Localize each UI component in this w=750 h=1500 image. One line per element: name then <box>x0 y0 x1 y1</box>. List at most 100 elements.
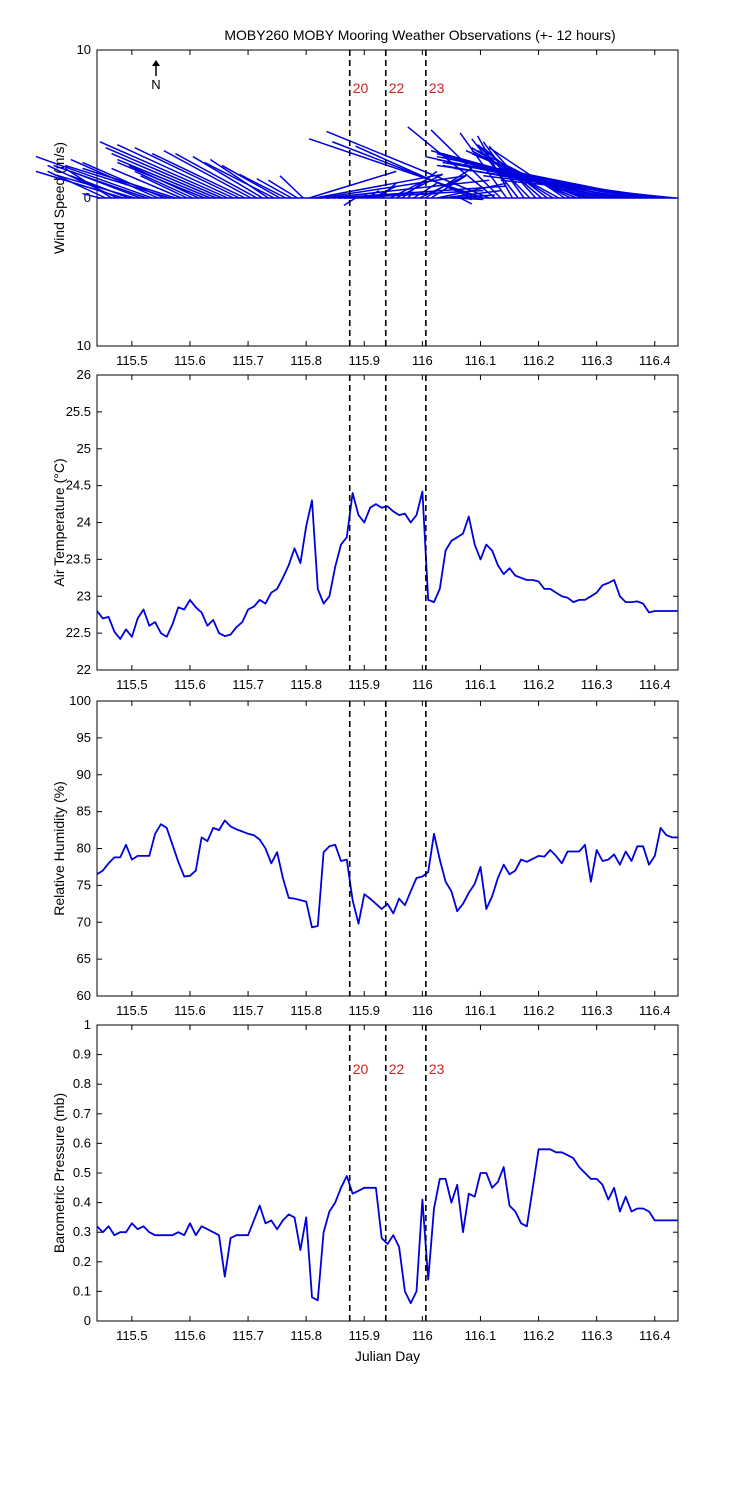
wind-stick <box>332 141 478 199</box>
wind-stick <box>117 144 234 199</box>
figure-title: MOBY260 MOBY Mooring Weather Observation… <box>224 27 615 43</box>
x-tick-label: 115.5 <box>116 677 148 692</box>
x-tick-label: 116.3 <box>581 1328 613 1343</box>
y-tick-label: 80 <box>77 841 91 856</box>
panels: 115.5 115.6 115.7 115.8 115.9 116 116.1 116.2 11… <box>35 42 679 1364</box>
wind-stick <box>140 175 188 199</box>
wind-stick <box>360 192 368 199</box>
wind-stick <box>111 167 182 199</box>
x-tick-label: 116.2 <box>523 1328 555 1343</box>
marker-label-20: 20 <box>353 1061 369 1077</box>
wind-stick <box>175 152 258 199</box>
wind-stick <box>332 185 507 199</box>
wind-stick <box>308 170 397 199</box>
wind-stick <box>105 146 223 199</box>
series-line <box>96 819 678 929</box>
x-tick-label: 116.4 <box>639 1003 671 1018</box>
y-tick-label: 24 <box>77 515 91 530</box>
x-tick-label: 115.8 <box>290 353 322 368</box>
y-axis-label: Air Temperature (°C) <box>51 458 67 586</box>
y-tick-label: 22 <box>77 662 91 677</box>
y-tick-label: 10 <box>77 42 91 57</box>
y-tick-label: 0.2 <box>73 1254 91 1269</box>
y-tick-label: 85 <box>77 804 91 819</box>
y-tick-label: 24.5 <box>66 478 91 493</box>
series-line <box>96 490 678 640</box>
x-tick-label: 116 <box>412 353 433 368</box>
wind-stick <box>53 173 135 199</box>
y-tick-label: 0 <box>84 190 91 205</box>
wind-stick <box>221 164 281 199</box>
marker-label-22: 22 <box>389 1061 405 1077</box>
wind-stick <box>355 145 473 199</box>
x-tick-label: 116.1 <box>465 1328 497 1343</box>
y-tick-label: 0.4 <box>73 1195 91 1210</box>
x-tick-label: 116.1 <box>465 353 497 368</box>
axes-frame <box>96 1024 679 1322</box>
axes-frame <box>96 700 679 997</box>
x-tick-label: 115.8 <box>290 1328 322 1343</box>
x-tick-label: 115.9 <box>348 1003 380 1018</box>
x-tick-label: 115.8 <box>290 677 322 692</box>
wind-stick <box>35 170 124 199</box>
y-tick-label: 0.3 <box>73 1224 91 1239</box>
x-tick-label: 116.2 <box>523 1003 555 1018</box>
wind-stick <box>64 164 170 199</box>
x-tick-label: 116.2 <box>523 353 555 368</box>
y-tick-label: 26 <box>77 367 91 382</box>
x-tick-label: 115.8 <box>290 1003 322 1018</box>
x-tick-label: 115.5 <box>116 1328 148 1343</box>
y-tick-label: 23.5 <box>66 551 91 566</box>
wind-stick <box>111 152 217 199</box>
x-tick-label: 115.7 <box>232 1003 264 1018</box>
wind-stick <box>239 173 287 199</box>
x-tick-label: 115.5 <box>116 353 148 368</box>
x-tick-label: 115.7 <box>232 353 264 368</box>
y-tick-label: 22.5 <box>66 625 91 640</box>
wind-stick <box>82 192 101 199</box>
y-tick-label: 75 <box>77 877 91 892</box>
y-tick-label: 1 <box>84 1017 91 1032</box>
marker-label-23: 23 <box>429 1061 445 1077</box>
wind-stick <box>488 147 566 199</box>
wind-stick <box>256 178 292 199</box>
x-tick-label: 116.3 <box>581 1003 613 1018</box>
wind-stick <box>378 194 385 199</box>
wind-stick <box>372 185 397 199</box>
y-tick-label: 70 <box>77 914 91 929</box>
wind-stick <box>476 135 514 199</box>
x-tick-label: 115.7 <box>232 1328 264 1343</box>
x-tick-label: 115.6 <box>174 677 206 692</box>
y-tick-label: 25 <box>77 441 91 456</box>
wind-stick <box>366 189 380 199</box>
x-tick-label: 116.4 <box>639 677 671 692</box>
wind-stick <box>378 182 397 199</box>
y-tick-label: 0 <box>84 1313 91 1328</box>
wind-stick <box>204 161 275 199</box>
marker-label-22: 22 <box>389 80 405 96</box>
y-tick-label: 0.7 <box>73 1106 91 1121</box>
wind-stick <box>82 167 176 199</box>
panel-4: 115.5 115.6 115.7 115.8 115.9 116 116.1 116.2 11… <box>51 1017 679 1364</box>
panel-1: 115.5 115.6 115.7 115.8 115.9 116 116.1 116.2 11… <box>35 42 679 368</box>
wind-stick <box>53 164 147 199</box>
y-tick-label: 0.5 <box>73 1165 91 1180</box>
north-arrow-icon <box>152 60 160 66</box>
x-tick-label: 115.5 <box>116 1003 148 1018</box>
x-tick-label: 115.6 <box>174 353 206 368</box>
wind-stick <box>326 130 490 199</box>
north-label: N <box>151 77 160 92</box>
wind-stick <box>401 170 438 199</box>
series-line <box>96 1148 678 1305</box>
x-tick-label: 116 <box>412 1003 433 1018</box>
y-tick-label: 10 <box>77 338 91 353</box>
y-tick-label: 0.8 <box>73 1076 91 1091</box>
wind-stick <box>268 179 298 199</box>
x-tick-label: 115.6 <box>174 1003 206 1018</box>
wind-stick <box>390 179 426 199</box>
wind-stick <box>430 129 502 199</box>
wind-stick <box>151 152 246 199</box>
wind-stick <box>117 158 211 199</box>
panel-3: 115.5 115.6 115.7 115.8 115.9 116 116.1 116.2 11… <box>51 693 679 1018</box>
